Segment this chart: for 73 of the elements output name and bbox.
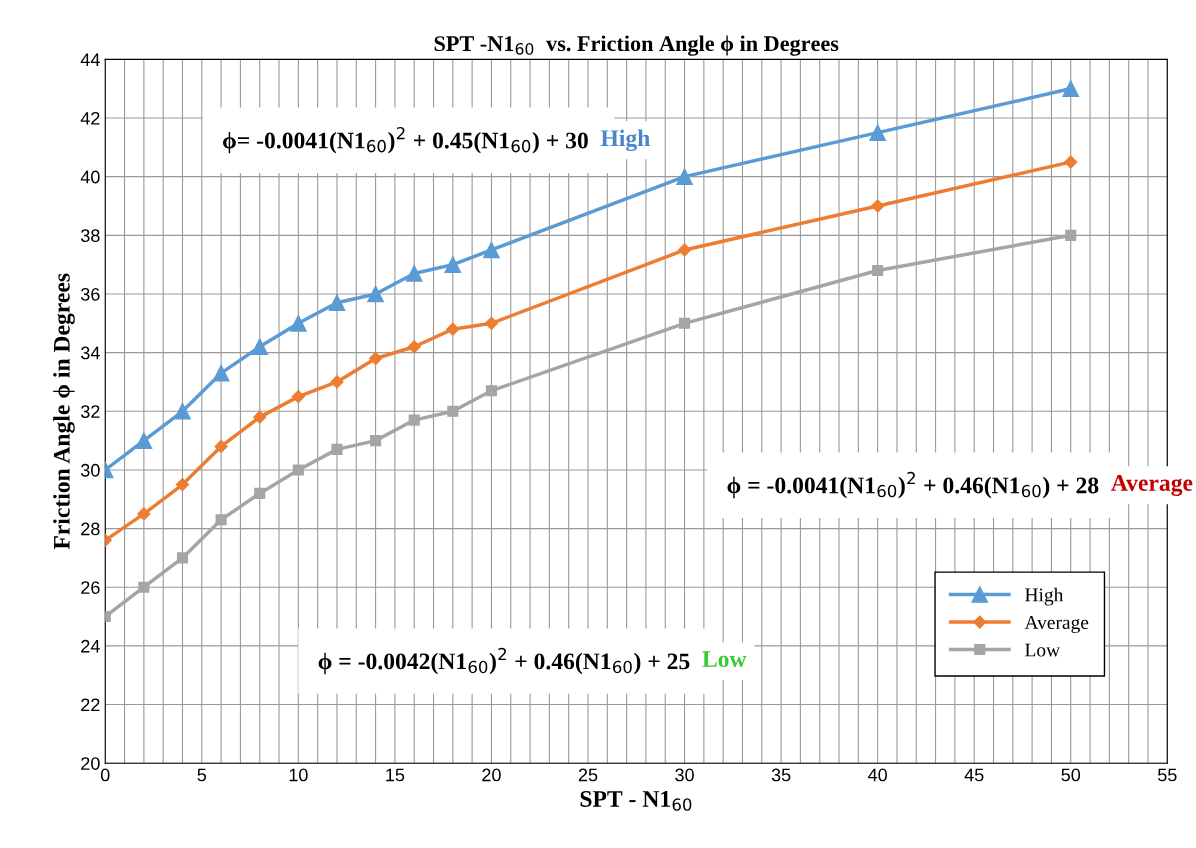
x-tick-label: 30 bbox=[675, 768, 694, 782]
point bbox=[290, 314, 307, 332]
y-tick-label: 38 bbox=[80, 229, 100, 243]
legend-label: Average bbox=[1024, 615, 1089, 634]
point bbox=[212, 364, 230, 382]
text: ϕ = -0.0041(N1$_{60}$)$^{2}$ + 0.46(N1$_{60}$) + 28 Average bbox=[727, 471, 1193, 499]
y-axis-title: Friction Angle ϕ in Degrees bbox=[53, 273, 75, 550]
point bbox=[871, 199, 885, 213]
y-tick-label: 40 bbox=[80, 170, 100, 184]
point bbox=[1065, 229, 1077, 241]
point bbox=[677, 243, 692, 257]
point bbox=[367, 285, 384, 303]
text: ϕ= -0.0041(N1$_{60}$)$^{2}$ + 0.45(N1$_{60}$) + 30 High bbox=[223, 126, 650, 154]
y-tick-label: 24 bbox=[81, 639, 100, 653]
y-tick-label: 20 bbox=[81, 757, 100, 770]
point bbox=[215, 514, 227, 526]
x-tick-label: 25 bbox=[578, 768, 598, 782]
y-tick-label: 44 bbox=[80, 53, 100, 66]
point bbox=[484, 316, 499, 330]
point bbox=[175, 478, 190, 492]
x-tick-label: 40 bbox=[868, 768, 887, 782]
x-tick-label: 5 bbox=[197, 768, 207, 782]
y-tick-label: 22 bbox=[81, 698, 100, 712]
point bbox=[1064, 155, 1078, 169]
y-tick-label: 28 bbox=[81, 522, 100, 536]
y-tick-label: 36 bbox=[80, 287, 100, 301]
y-tick-label: 42 bbox=[80, 111, 100, 125]
y-tick-label: 30 bbox=[80, 463, 100, 477]
point bbox=[444, 256, 462, 273]
point bbox=[331, 443, 343, 455]
x-tick-label: 10 bbox=[289, 768, 308, 782]
point bbox=[483, 241, 500, 259]
point bbox=[292, 464, 304, 476]
x-axis-title: SPT - N1$_{60}$ bbox=[580, 791, 692, 811]
point bbox=[370, 435, 382, 447]
point bbox=[676, 168, 693, 186]
point bbox=[405, 265, 423, 282]
point bbox=[447, 405, 459, 417]
point bbox=[253, 410, 267, 424]
text: ϕ = -0.0042(N1$_{60}$)$^{2}$ + 0.46(N1$_{60}$) + 25 Low bbox=[318, 647, 747, 675]
legend-label: Low bbox=[1025, 643, 1061, 657]
y-tick-label: 26 bbox=[81, 581, 100, 594]
x-tick-label: 35 bbox=[771, 768, 791, 782]
point bbox=[251, 338, 269, 356]
point bbox=[328, 294, 346, 312]
point bbox=[1062, 80, 1080, 98]
point bbox=[368, 351, 383, 366]
point bbox=[408, 414, 420, 426]
point bbox=[291, 390, 305, 404]
point bbox=[135, 432, 153, 449]
x-tick-label: 0 bbox=[100, 768, 110, 782]
point bbox=[678, 317, 691, 329]
point bbox=[254, 487, 266, 499]
y-tick-label: 34 bbox=[80, 346, 100, 360]
point bbox=[869, 124, 886, 142]
x-tick-label: 20 bbox=[482, 768, 501, 782]
point bbox=[872, 264, 884, 277]
point bbox=[485, 385, 498, 397]
y-tick-label: 32 bbox=[80, 405, 100, 418]
point bbox=[174, 402, 191, 420]
x-tick-label: 55 bbox=[1157, 768, 1177, 782]
point bbox=[137, 507, 151, 521]
legend-label: High bbox=[1025, 587, 1064, 606]
point bbox=[214, 439, 228, 454]
point bbox=[446, 322, 460, 336]
point bbox=[330, 375, 344, 389]
point bbox=[407, 340, 421, 354]
x-tick-label: 50 bbox=[1061, 768, 1081, 782]
point bbox=[176, 552, 189, 564]
x-tick-label: 45 bbox=[964, 768, 984, 782]
chart-title: SPT -N1$_{60}$ vs. Friction Angle ϕ in Degrees bbox=[434, 35, 839, 56]
point bbox=[138, 581, 150, 593]
x-tick-label: 15 bbox=[386, 768, 405, 782]
